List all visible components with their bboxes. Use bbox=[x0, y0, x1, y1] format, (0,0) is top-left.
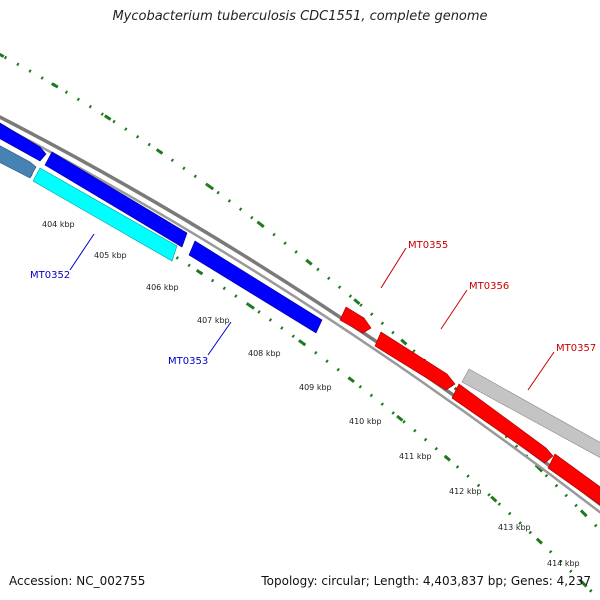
accession-label: Accession: NC_002755 bbox=[9, 574, 146, 588]
leader-mt0353 bbox=[207, 321, 232, 356]
gene-label-mt0356: MT0356 bbox=[469, 281, 509, 292]
tick-label-413: 413 kbp bbox=[498, 523, 531, 532]
leader-mt0355 bbox=[380, 247, 407, 289]
gene-label-mt0357: MT0357 bbox=[556, 343, 596, 354]
gene-arrow-red-4 bbox=[547, 453, 600, 506]
gene-arrow-blue-1 bbox=[0, 122, 47, 162]
tick-label-410: 410 kbp bbox=[349, 417, 382, 426]
gene-arrow-steel bbox=[0, 145, 37, 179]
gene-arrow-red-mt0355 bbox=[339, 306, 372, 334]
leader-mt0356 bbox=[440, 289, 468, 330]
gene-arrow-cyan-mt0352 bbox=[32, 167, 178, 262]
gene-arrow-blue-2 bbox=[44, 151, 188, 248]
gene-arrow-red-mt0356 bbox=[374, 331, 456, 391]
inner-tick-dots bbox=[0, 157, 600, 600]
tick-label-412: 412 kbp bbox=[449, 487, 482, 496]
tick-label-411: 411 kbp bbox=[399, 452, 432, 461]
backbone-inner bbox=[0, 123, 600, 514]
gene-label-mt0353: MT0353 bbox=[168, 356, 208, 367]
tick-label-406: 406 kbp bbox=[146, 283, 179, 292]
gene-label-mt0352: MT0352 bbox=[30, 270, 70, 281]
tick-label-414: 414 kbp bbox=[547, 559, 580, 568]
inner-tick-marks bbox=[0, 157, 600, 600]
map-title: Mycobacterium tuberculosis CDC1551, comp… bbox=[112, 9, 488, 24]
tick-label-409: 409 kbp bbox=[299, 383, 332, 392]
tick-label-404: 404 kbp bbox=[42, 220, 75, 229]
topology-label: Topology: circular; Length: 4,403,837 bp… bbox=[261, 574, 591, 588]
gene-label-mt0355: MT0355 bbox=[408, 240, 448, 251]
tick-label-408: 408 kbp bbox=[248, 349, 281, 358]
gene-arrow-red-3 bbox=[451, 383, 554, 464]
leader-mt0357 bbox=[527, 351, 555, 391]
tick-label-407: 407 kbp bbox=[197, 316, 230, 325]
gene-arrow-blue-mt0353 bbox=[188, 240, 323, 334]
leader-mt0352 bbox=[69, 233, 95, 271]
tick-label-405: 405 kbp bbox=[94, 251, 127, 260]
gene-arrow-gray-mt0357 bbox=[461, 368, 600, 458]
